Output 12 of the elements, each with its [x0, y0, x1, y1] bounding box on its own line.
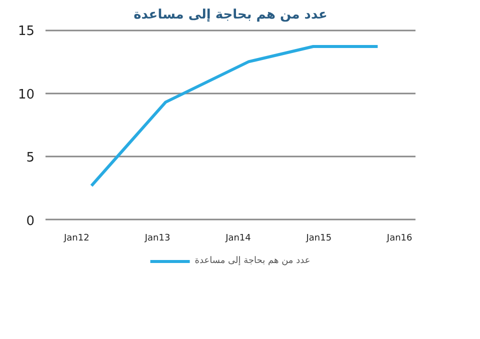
- chart-title: عدد من هم بحاجة إلى مساعدة: [134, 8, 328, 22]
- x-tick-label: Jan12: [63, 234, 90, 244]
- y-tick-label: 15: [18, 24, 35, 40]
- y-tick-label: 10: [18, 87, 35, 102]
- x-tick-label: Jan15: [305, 234, 332, 244]
- legend-label: عدد من هم بحاجة إلى مساعدة: [194, 256, 310, 266]
- line-series: [90, 44, 380, 188]
- x-tick-label: Jan16: [386, 234, 413, 244]
- y-tick-label: 0: [26, 214, 35, 229]
- x-tick-label: Jan13: [144, 234, 170, 244]
- x-tick-label: Jan14: [224, 234, 252, 244]
- y-tick-label: 5: [26, 150, 35, 166]
